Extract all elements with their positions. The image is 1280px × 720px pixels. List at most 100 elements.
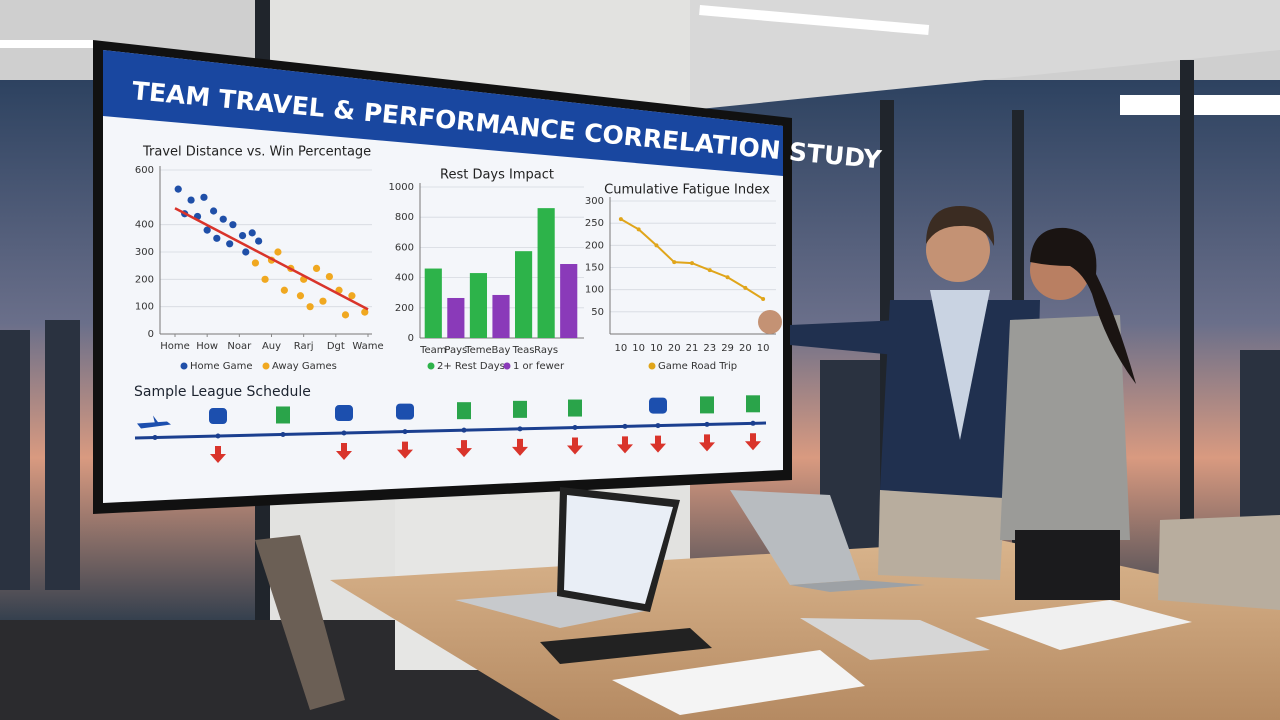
colleague-part	[1000, 315, 1130, 540]
timeline-node	[280, 431, 286, 437]
legend-label: Home Game	[190, 361, 252, 372]
bus-icon	[209, 408, 227, 425]
line-point	[618, 217, 623, 222]
x-tick-label: Rarj	[294, 341, 314, 352]
x-tick-label: 10	[650, 343, 663, 354]
screen-frame	[93, 40, 792, 514]
scatter-point	[312, 264, 321, 272]
schedule-timeline	[134, 395, 767, 464]
scatter-point	[319, 297, 327, 305]
scatter-point	[213, 234, 221, 242]
bar	[560, 264, 578, 338]
scatter-point	[200, 193, 208, 201]
y-tick-label: 200	[585, 240, 604, 251]
background-part-part	[1180, 60, 1194, 580]
background-part	[0, 40, 95, 48]
timeline-node	[341, 430, 347, 436]
office-furniture-part	[730, 490, 860, 585]
down-arrow	[397, 441, 413, 459]
presenter	[758, 206, 1040, 500]
y-tick-label: 300	[585, 196, 604, 207]
y-tick-label: 100	[585, 285, 604, 296]
bar	[514, 251, 533, 338]
x-tick-label: 23	[703, 343, 716, 354]
bar	[492, 294, 510, 338]
y-tick-label: 100	[135, 302, 154, 313]
down-arrow	[650, 435, 666, 453]
background-part	[1120, 95, 1280, 115]
x-tick-label: 21	[686, 343, 699, 354]
office-furniture-part	[790, 580, 925, 592]
y-tick-label: 600	[395, 242, 414, 253]
timeline-node	[655, 423, 661, 429]
x-tick-label: 10	[757, 343, 770, 354]
bus-icon	[335, 405, 353, 422]
bar	[469, 273, 488, 338]
scatter-point	[296, 292, 305, 300]
line-point	[707, 268, 712, 273]
line-point	[654, 243, 659, 248]
scatter-point	[341, 311, 350, 319]
background-part-part	[45, 320, 80, 590]
timeline-node	[750, 420, 756, 426]
x-tick-label: How	[196, 341, 218, 352]
chart-title: Rest Days Impact	[440, 168, 554, 183]
y-tick-label: 200	[135, 274, 154, 285]
scatter-point	[325, 273, 333, 281]
legend-swatch	[262, 362, 270, 370]
down-arrow	[567, 437, 583, 455]
legend-swatch	[180, 362, 188, 370]
x-tick-label: Rays	[534, 345, 558, 356]
scatter-point	[274, 248, 282, 256]
x-tick-label: Team	[419, 345, 446, 356]
down-arrow	[512, 438, 528, 456]
bus-icon	[649, 397, 667, 414]
building-icon	[746, 395, 760, 413]
x-tick-label: 10	[632, 343, 645, 354]
scatter-point	[306, 303, 314, 311]
scatter-point	[229, 221, 237, 229]
line-point	[690, 261, 694, 266]
line-point	[761, 296, 766, 301]
x-tick-label: 29	[721, 343, 734, 354]
line-point	[636, 227, 641, 232]
background-part	[699, 4, 930, 36]
building-icon	[700, 396, 714, 414]
colleague-part	[1030, 227, 1136, 384]
y-tick-label: 0	[408, 333, 414, 344]
scatter-point	[226, 240, 234, 248]
building-icon	[568, 399, 582, 417]
office-furniture-part	[255, 535, 345, 710]
office-furniture-part	[975, 600, 1192, 650]
down-arrow	[617, 436, 633, 454]
x-tick-label: Teas	[512, 345, 535, 356]
y-tick-label: 300	[135, 247, 154, 258]
legend-label: 1 or fewer	[513, 361, 565, 372]
background-part-part	[0, 330, 30, 590]
y-tick-label: 600	[135, 165, 154, 176]
screen-frame-part	[103, 50, 783, 176]
presenter-part	[926, 206, 995, 246]
office-furniture-part	[800, 618, 990, 660]
chart-title: Cumulative Fatigue Index	[604, 183, 770, 198]
scatter-point	[203, 226, 211, 234]
legend-swatch	[648, 362, 656, 370]
office-furniture-part	[540, 628, 712, 664]
x-tick-label: 10	[615, 343, 628, 354]
presenter-part	[926, 218, 990, 282]
scatter-point	[238, 232, 247, 240]
down-arrow	[210, 446, 226, 464]
presenter-part	[790, 320, 900, 355]
section-label: Sample League Schedule	[134, 384, 311, 400]
legend-label: Game Road Trip	[658, 361, 737, 372]
x-tick-label: Wame	[352, 341, 383, 352]
down-arrow	[336, 443, 352, 461]
timeline-node	[461, 427, 467, 433]
scatter-point	[210, 207, 218, 215]
office-furniture-part	[1158, 515, 1280, 610]
timeline-node	[402, 429, 408, 435]
down-arrow	[456, 440, 472, 458]
legend-label: 2+ Rest Days	[437, 361, 505, 372]
scatter-point	[361, 308, 369, 316]
